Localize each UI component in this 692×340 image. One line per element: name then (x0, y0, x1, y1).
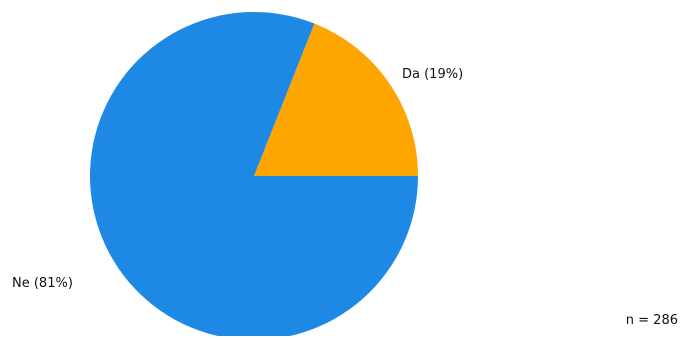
pie-label-da: Da (19%) (402, 67, 463, 82)
pie-label-ne: Ne (81%) (12, 276, 73, 291)
pie-slice-da (254, 23, 418, 176)
sample-size-note: n = 286 (625, 313, 678, 328)
pie-slice-ne (90, 12, 418, 340)
